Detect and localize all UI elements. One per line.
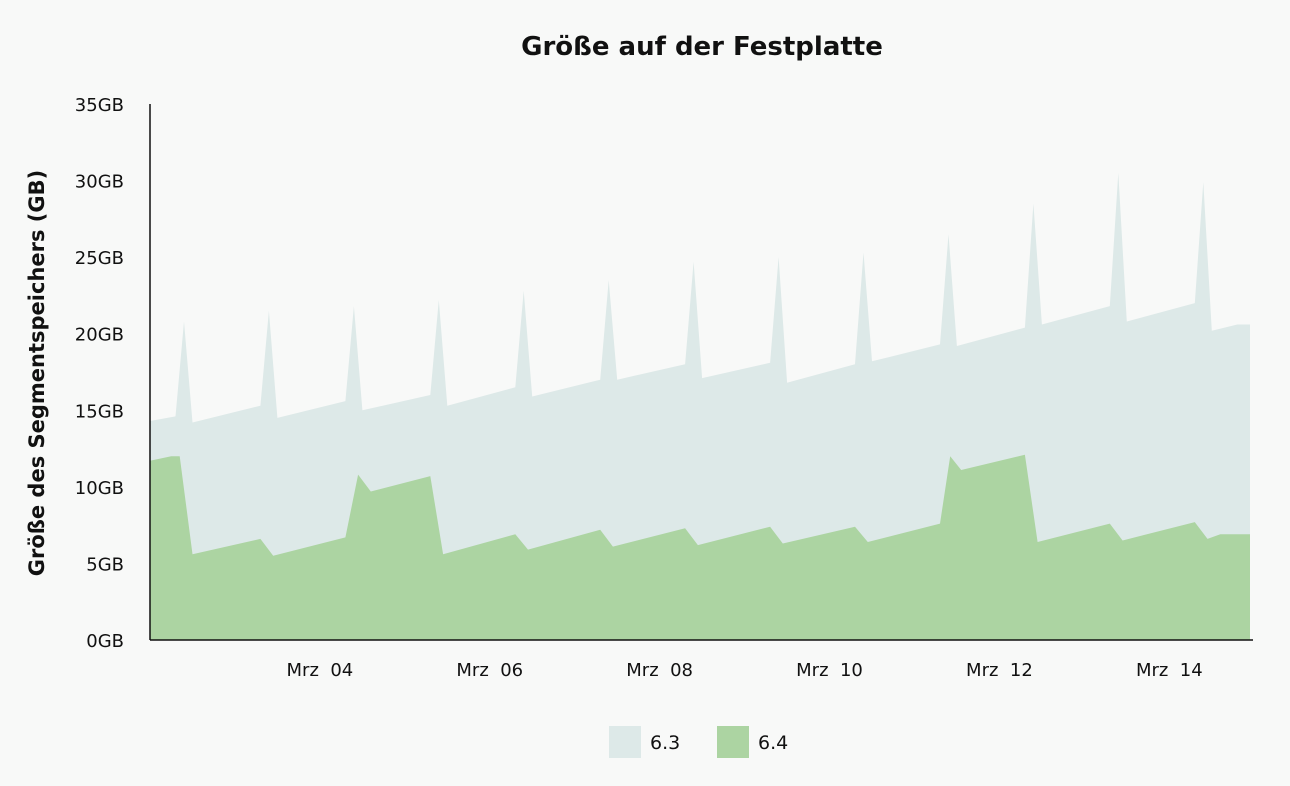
y-tick-label: 35GB bbox=[75, 95, 124, 116]
x-tick-label: Mrz 12 bbox=[966, 660, 1033, 681]
y-tick-label: 10GB bbox=[75, 478, 124, 499]
y-tick-label: 20GB bbox=[75, 325, 124, 346]
x-tick-label: Mrz 14 bbox=[1136, 660, 1203, 681]
y-axis-label: Größe des Segmentspeichers (GB) bbox=[25, 170, 49, 577]
x-tick-label: Mrz 06 bbox=[456, 660, 523, 681]
y-tick-label: 5GB bbox=[86, 554, 124, 575]
legend: 6.3 6.4 bbox=[609, 726, 788, 758]
y-tick-label: 25GB bbox=[75, 248, 124, 269]
area-series-6-4 bbox=[150, 454, 1250, 640]
x-tick-label: Mrz 08 bbox=[626, 660, 693, 681]
x-tick-label: Mrz 10 bbox=[796, 660, 863, 681]
x-axis-ticks: Mrz 04 Mrz 06 Mrz 08 Mrz 10 Mrz 12 Mrz 14 bbox=[287, 660, 1203, 681]
legend-label-6-3: 6.3 bbox=[650, 732, 680, 754]
plot-area bbox=[150, 172, 1250, 640]
y-axis-ticks: 0GB 5GB 10GB 15GB 20GB 25GB 30GB 35GB bbox=[75, 95, 124, 652]
y-tick-label: 15GB bbox=[75, 401, 124, 422]
legend-swatch-6-3 bbox=[609, 726, 641, 758]
legend-swatch-6-4 bbox=[717, 726, 749, 758]
y-tick-label: 0GB bbox=[86, 631, 124, 652]
chart-title: Größe auf der Festplatte bbox=[521, 32, 883, 62]
x-tick-label: Mrz 04 bbox=[287, 660, 354, 681]
y-tick-label: 30GB bbox=[75, 172, 124, 193]
legend-label-6-4: 6.4 bbox=[758, 732, 788, 754]
